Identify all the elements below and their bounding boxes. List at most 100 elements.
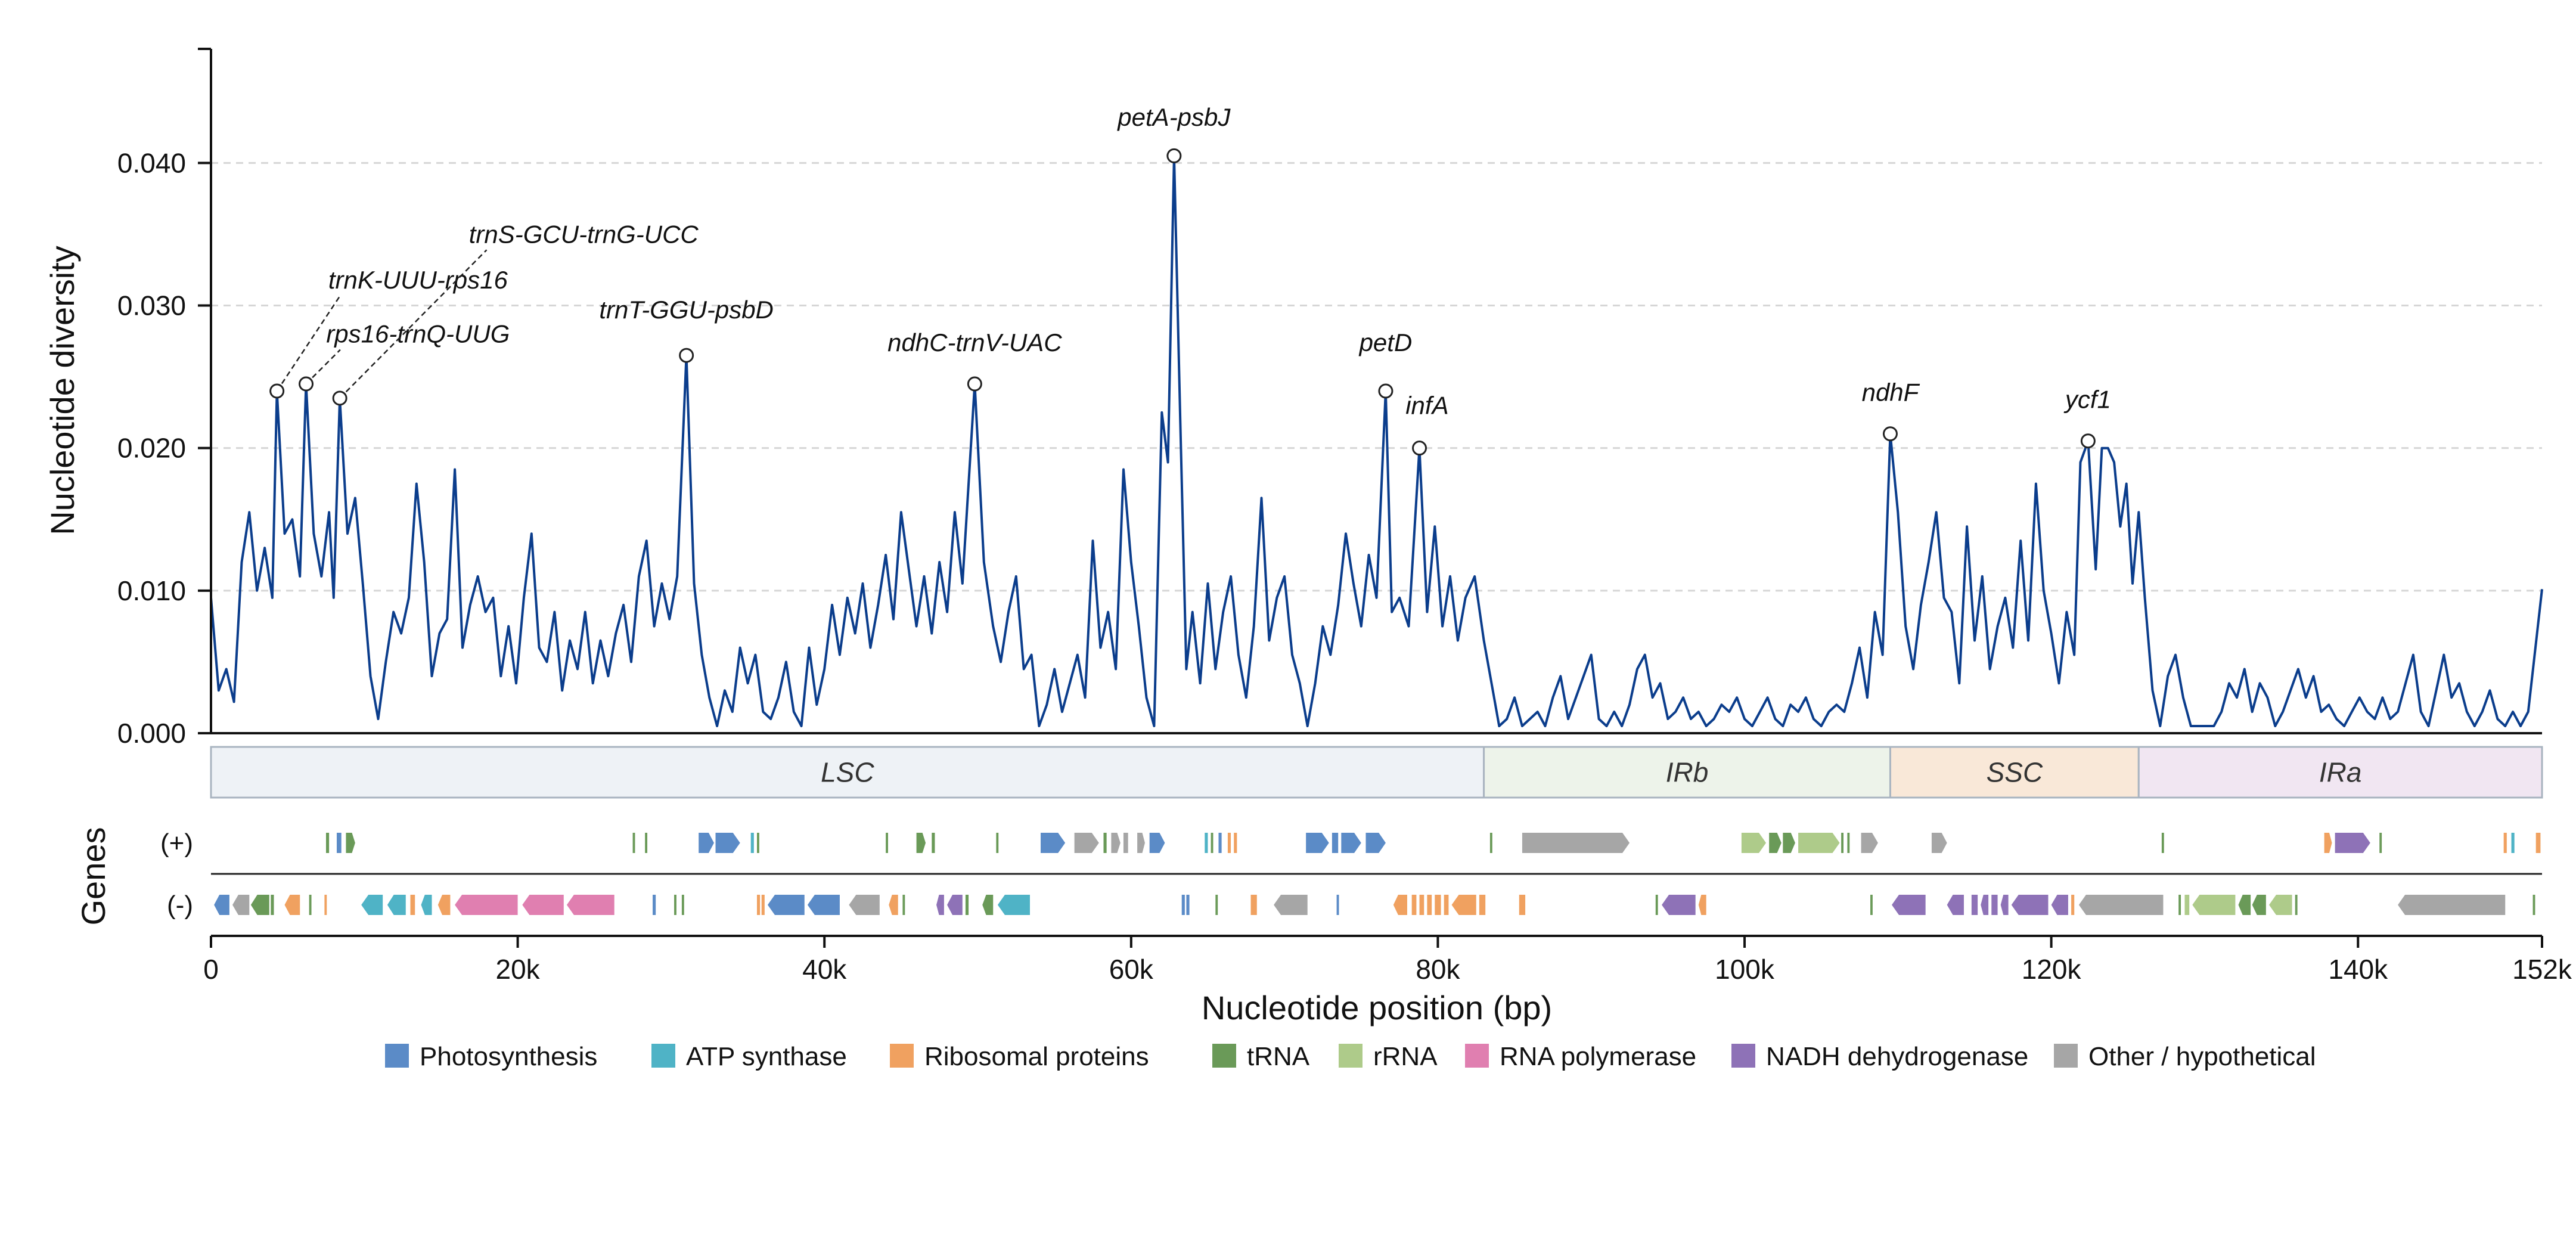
legend-label: rRNA [1373,1042,1438,1071]
gene-feature [1522,833,1630,853]
gene-feature [1274,895,1308,915]
gene-feature [699,833,714,853]
legend-label: Other / hypothetical [2088,1042,2316,1071]
gene-feature [1365,833,1386,853]
diversity-line [210,154,2543,727]
gene-feature [886,833,888,853]
gene-feature [1227,833,1231,853]
gene-feature [421,895,432,915]
x-axis-title: Nucleotide position (bp) [1202,989,1552,1026]
gene-feature [437,895,451,915]
gene-feature [807,895,840,915]
gene-feature [1074,833,1099,853]
peak-label: petD [1358,328,1413,356]
region-label: SSC [1987,757,2043,788]
legend-label: RNA polymerase [1500,1042,1696,1071]
peak-marker [1378,383,1393,399]
gene-feature [1981,895,1989,915]
gene-feature [522,895,564,915]
y-tick-label: 0.010 [117,575,186,606]
x-tick-label: 20k [496,954,541,985]
gene-feature [1041,833,1066,853]
gene-feature [2324,833,2332,853]
gene-feature [2071,895,2075,915]
peak-leader [339,249,488,399]
gene-feature [965,895,969,915]
gene-feature [2335,833,2370,853]
gene-feature [250,895,269,915]
gene-feature [1332,833,1339,853]
legend-swatch [1465,1044,1489,1068]
gene-feature [336,833,342,853]
strand-label: (-) [167,891,193,920]
gene-track: (+) (-) [160,829,2542,920]
gene-feature [1479,895,1486,915]
gene-feature [932,833,935,853]
y-tick-label: 0.030 [117,290,186,321]
gene-feature [2192,895,2236,915]
gene-feature [232,895,250,915]
y-tick-label: 0.020 [117,433,186,464]
gene-feature [681,895,684,915]
gene-feature [1250,895,1257,915]
gene-feature [1149,833,1165,853]
legend-swatch [385,1044,409,1068]
gene-feature [346,833,355,853]
gene-feature [982,895,994,915]
gene-feature [284,895,300,915]
legend-label: tRNA [1247,1042,1310,1071]
gene-feature [1205,833,1208,853]
gene-feature [1769,833,1782,853]
peak-label: petA-psbJ [1116,103,1231,131]
gene-feature [566,895,614,915]
peak-label: trnS-GCU-trnG-UCC [469,220,699,248]
x-tick-label: 40k [802,954,847,985]
gene-feature [410,895,415,915]
gene-feature [645,833,648,853]
gene-feature [997,895,1030,915]
strand-label: (+) [160,829,193,858]
region-label: IRa [2319,757,2362,788]
gene-feature [1218,833,1222,853]
y-tick-label: 0.040 [117,147,186,178]
gene-feature [2178,895,2181,915]
x-tick-label: 100k [1715,954,1775,985]
y-tick-label: 0.000 [117,718,186,749]
x-tick-label: 0 [203,954,219,985]
gene-feature [1870,895,1873,915]
gene-feature [324,895,327,915]
gene-feature [1103,833,1107,853]
region-label: LSC [821,757,874,788]
diversity-line-layer [210,154,2543,727]
gene-feature [715,833,740,853]
gene-feature [2000,895,2009,915]
gene-feature [1741,833,1767,853]
peak-marker [1166,148,1182,163]
gene-feature [1662,895,1696,915]
legend: Photosynthesis ATP synthase Ribosomal prot… [385,1042,2316,1071]
gene-feature [2511,833,2515,853]
gene-feature [1841,833,1843,853]
legend-swatch [2054,1044,2078,1068]
gene-feature [653,895,656,915]
gene-feature [756,895,761,915]
peak-marker [2080,433,2096,449]
peak-label: trnK-UUU-rps16 [328,266,508,294]
peak-marker [1882,426,1898,442]
gene-feature [1847,833,1850,853]
gene-feature [1336,895,1339,915]
legend-swatch [1212,1044,1236,1068]
peak-leader [305,349,341,384]
gene-feature [1393,895,1407,915]
gene-feature [2379,833,2382,853]
y-axis-title: Nucleotide diversity [44,246,81,535]
gene-feature [1234,833,1237,853]
legend-label: NADH dehydrogenase [1766,1042,2028,1071]
peak-label: ndhC-trnV-UAC [887,328,1062,356]
region-band [2137,746,2543,799]
peak-marker-layer: trnK-UUU-rps16 rps16-trnQ-UUG trnS-GCU-trn… [269,103,2111,456]
gene-feature [768,895,805,915]
gene-feature [1111,833,1121,853]
region-band [1889,746,2140,799]
peak-label: trnT-GGU-psbD [599,296,774,324]
